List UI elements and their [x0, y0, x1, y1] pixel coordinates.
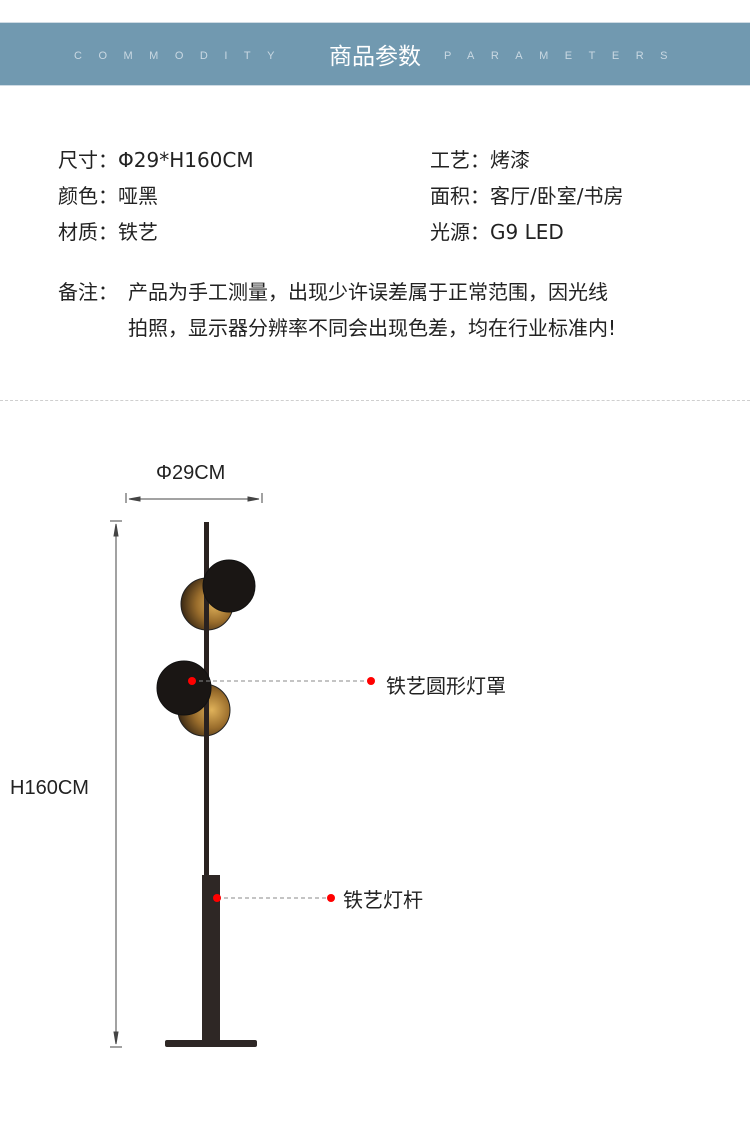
param-light: 光源：G9 LED [430, 220, 564, 244]
note-label: 备注： [58, 280, 118, 304]
header-en-right: PARAMETERS [444, 50, 684, 62]
callout-pole-dot-end [327, 894, 335, 902]
height-dimension-arrow [110, 520, 122, 1048]
section-divider [0, 400, 750, 401]
header-band: COMMODITY 商品参数 PARAMETERS [0, 22, 750, 86]
header-title: 商品参数 [329, 44, 421, 70]
param-material: 材质：铁艺 [58, 220, 158, 244]
header-en-left: COMMODITY [74, 50, 291, 62]
param-area: 面积：客厅/卧室/书房 [430, 184, 624, 208]
height-dimension-label: H160CM [10, 777, 89, 799]
callout-pole-label: 铁艺灯杆 [343, 888, 423, 912]
lamp-pole-base-tube [202, 875, 220, 1043]
param-craft: 工艺：烤漆 [430, 148, 530, 172]
param-color: 颜色：哑黑 [58, 184, 158, 208]
callout-shade-dot-start [188, 677, 196, 685]
param-size: 尺寸：Φ29*H160CM [58, 148, 254, 172]
callout-shade-label: 铁艺圆形灯罩 [386, 674, 506, 698]
note-line-1: 产品为手工测量，出现少许误差属于正常范围，因光线 [128, 280, 608, 304]
lamp-shade-front-bottom [156, 660, 212, 716]
note-line-2: 拍照，显示器分辨率不同会出现色差，均在行业标准内! [128, 316, 617, 340]
callout-shade-dot-end [367, 677, 375, 685]
lamp-shade-front-top [202, 559, 256, 613]
width-dimension-label: Φ29CM [156, 462, 226, 484]
callout-pole-dot-start [213, 894, 221, 902]
lamp-base-plate [165, 1040, 257, 1047]
width-dimension-arrow [125, 493, 263, 503]
